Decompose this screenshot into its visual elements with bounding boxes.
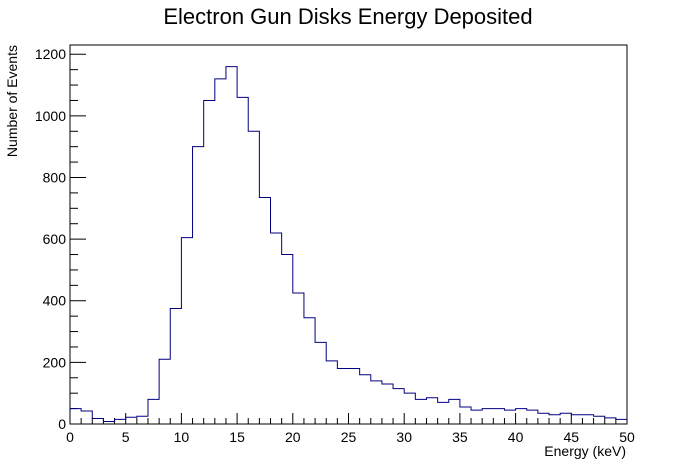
- x-axis: 0 5 10 15 20 25 30 35 40 45 50: [66, 413, 635, 445]
- chart-title: Electron Gun Disks Energy Deposited: [163, 4, 532, 29]
- x-tick-label: 25: [341, 429, 357, 445]
- x-tick-label: 20: [285, 429, 301, 445]
- x-tick-label: 45: [564, 429, 580, 445]
- x-tick-label: 15: [229, 429, 245, 445]
- plot-frame: [69, 44, 628, 425]
- histogram-line: [70, 66, 627, 423]
- y-tick-label: 800: [43, 169, 67, 185]
- y-axis-label: Number of Events: [4, 45, 20, 157]
- x-tick-label: 50: [619, 429, 635, 445]
- y-tick-label: 400: [43, 293, 67, 309]
- y-axis: 0 200 400 600 800 1000 1200: [35, 46, 86, 432]
- y-tick-label: 1000: [35, 108, 66, 124]
- y-tick-label: 600: [43, 231, 67, 247]
- x-tick-label: 40: [508, 429, 524, 445]
- x-tick-label: 5: [122, 429, 130, 445]
- x-tick-label: 10: [174, 429, 190, 445]
- y-tick-label: 1200: [35, 46, 66, 62]
- y-tick-label: 0: [58, 416, 66, 432]
- x-tick-label: 35: [452, 429, 468, 445]
- x-tick-label: 0: [66, 429, 74, 445]
- x-tick-label: 30: [396, 429, 412, 445]
- y-tick-label: 200: [43, 354, 67, 370]
- x-axis-label: Energy (keV): [544, 443, 626, 459]
